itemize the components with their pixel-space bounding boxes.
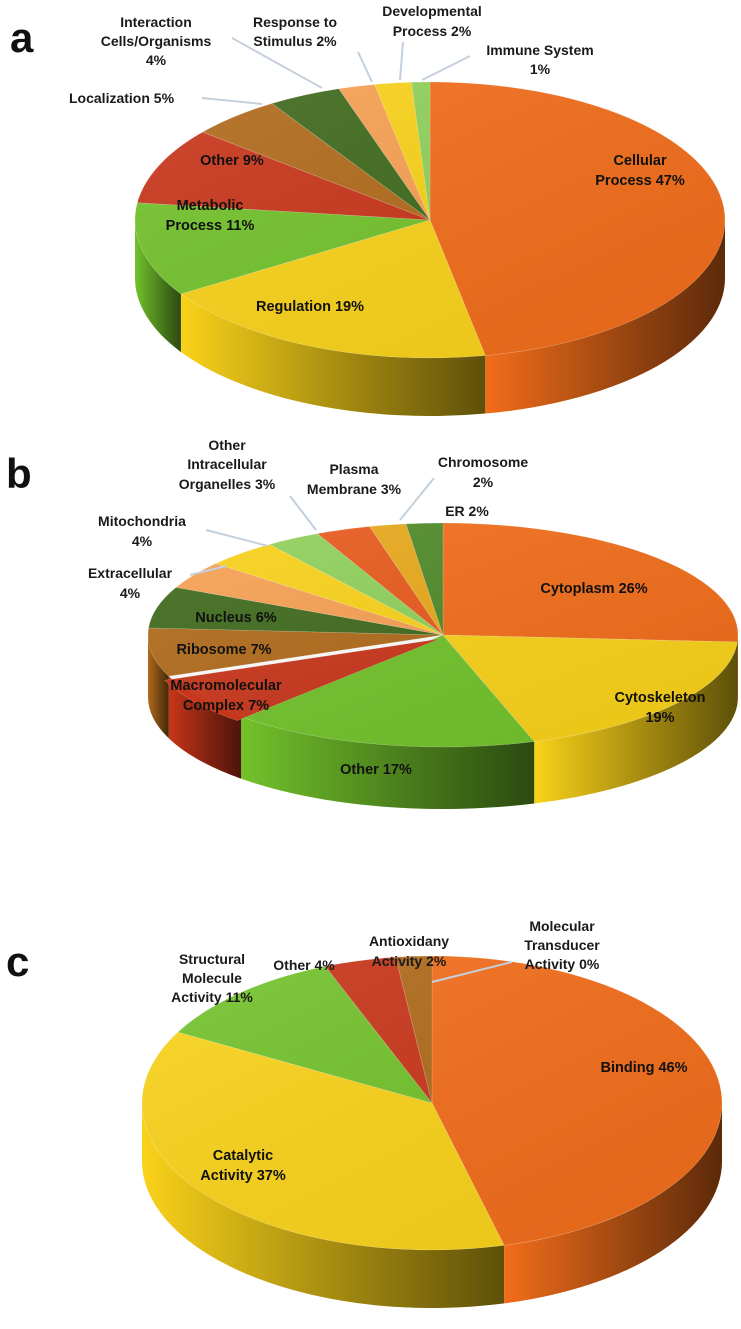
label-developmental-process: Developmental Process 2%: [382, 3, 482, 39]
label-chromosome: Chromosome 2%: [438, 454, 528, 490]
slice-label-line: Cellular: [613, 153, 667, 169]
label-catalytic-activity: Catalytic Activity 37%: [200, 1148, 286, 1184]
panel-letter-a: a: [10, 14, 34, 61]
slice-label-line: Transducer: [524, 937, 600, 953]
label-antioxidany-activity: Antioxidany Activity 2%: [369, 933, 449, 969]
slice-label-line: Process 2%: [393, 23, 472, 39]
pie-side-shade: [241, 716, 535, 809]
label-structural-molecule-activity: Structural Molecule Activity 11%: [171, 951, 253, 1005]
pie-top-sheen: [135, 82, 725, 358]
slice-label-line: Stimulus 2%: [253, 33, 337, 49]
pie-side-shade: [135, 220, 181, 352]
pie-side-shade: [737, 635, 738, 705]
pie-top-sheen: [142, 956, 722, 1250]
label-binding: Binding 46%: [600, 1060, 687, 1076]
leader-line: [431, 961, 513, 983]
label-other-intracellular-organelles: Other Intracellular Organelles 3%: [179, 437, 276, 492]
slice-label-line: Activity 2%: [372, 953, 447, 969]
panel-letter-c: c: [6, 938, 29, 985]
slice-label-line: Molecular: [529, 918, 595, 934]
label-other-17: Other 17%: [340, 762, 412, 778]
label-cytoskeleton: Cytoskeleton 19%: [614, 690, 705, 726]
leader-line: [399, 477, 435, 521]
slice-label-line: 2%: [473, 474, 494, 490]
label-mitochondria: Mitochondria 4%: [98, 513, 186, 549]
pie-side-shade: [168, 676, 242, 779]
slice-label-line: Activity 37%: [200, 1168, 286, 1184]
label-other-9: Other 9%: [200, 153, 264, 169]
slice-label-line: Intracellular: [187, 456, 267, 472]
slice-label-line: Plasma: [329, 461, 378, 477]
slice-label-line: Interaction: [120, 14, 192, 30]
label-cellular-process: Cellular Process 47%: [595, 153, 685, 189]
slice-label-line: 1%: [530, 61, 551, 77]
slice-label-line: Organelles 3%: [179, 476, 276, 492]
leader-line: [421, 55, 471, 81]
label-localization: Localization 5%: [69, 90, 175, 106]
slice-label-line: Macromolecular: [170, 678, 282, 694]
pie-side-shade: [485, 220, 725, 414]
label-plasma-membrane: Plasma Membrane 3%: [307, 461, 402, 497]
label-cytoplasm: Cytoplasm 26%: [540, 581, 647, 597]
label-macromolecular-complex: Macromolecular Complex 7%: [170, 678, 282, 714]
pie-side-wall: [142, 1103, 722, 1308]
leader-line: [189, 565, 227, 576]
slice-label-line: Other: [208, 437, 246, 453]
label-other-4: Other 4%: [273, 957, 335, 973]
slice-label-line: Developmental: [382, 3, 482, 19]
slice-label-line: Cytoskeleton: [614, 690, 705, 706]
label-interaction-cells: Interaction Cells/Organisms 4%: [101, 14, 212, 68]
pie-side-shade: [142, 1103, 505, 1308]
slice-label-line: Mitochondria: [98, 513, 186, 529]
label-immune-system: Immune System 1%: [486, 42, 593, 77]
slice-label-line: Chromosome: [438, 454, 528, 470]
slice-label-line: Structural: [179, 951, 245, 967]
slice-label-line: Immune System: [486, 42, 593, 58]
pie-side-shade: [148, 635, 169, 739]
pie-top-sheen: [148, 523, 738, 747]
leader-line: [289, 495, 317, 531]
slice-label-line: Cells/Organisms: [101, 33, 212, 49]
label-ribosome: Ribosome 7%: [176, 642, 271, 658]
pie-side-shade: [504, 1103, 722, 1304]
pie-side-shade: [534, 642, 738, 804]
label-molecular-transducer-activity: Molecular Transducer Activity 0%: [524, 918, 600, 972]
pie-chart-b: b Cytoplasm 26% Cytoskeleton 19% Other 1…: [6, 437, 739, 809]
slice-label-line: Process 11%: [166, 218, 255, 234]
slice-label-line: Activity 11%: [171, 989, 253, 1005]
label-response-to-stimulus: Response to Stimulus 2%: [253, 14, 337, 49]
pie-side-shade: [180, 293, 486, 416]
label-extracellular: Extracellular 4%: [88, 565, 173, 601]
leader-line: [231, 37, 323, 89]
slice-label-line: 4%: [146, 52, 167, 68]
slice-label-line: 4%: [120, 585, 141, 601]
slice-label-line: Process 47%: [595, 173, 685, 189]
leader-line: [399, 41, 404, 81]
leader-line: [201, 97, 263, 105]
pie-chart-a: a Cellular Process 47% Regulation 19% Me…: [10, 3, 726, 416]
label-regulation: Regulation 19%: [256, 299, 364, 315]
leader-line: [205, 529, 269, 547]
slice-label-line: Antioxidany: [369, 933, 449, 949]
slice-label-line: Activity 0%: [525, 956, 600, 972]
slice-label-line: 4%: [132, 533, 153, 549]
slice-label-line: Catalytic: [213, 1148, 273, 1164]
pie-chart-c: c Binding 46% Catalytic Activity 37% Str…: [6, 918, 723, 1308]
slice-label-line: Extracellular: [88, 565, 173, 581]
label-metabolic-process: Metabolic Process 11%: [166, 198, 255, 234]
slice-label-line: 19%: [645, 710, 674, 726]
pie-side-wall: [135, 220, 725, 416]
slice-label-line: Membrane 3%: [307, 481, 402, 497]
panel-letter-b: b: [6, 450, 32, 497]
slice-label-line: Molecule: [182, 970, 242, 986]
slice-label-line: Complex 7%: [183, 698, 269, 714]
pie-side-wall: [148, 635, 738, 809]
slice-label-line: Metabolic: [177, 198, 244, 214]
leader-line: [357, 51, 373, 83]
label-er: ER 2%: [445, 503, 489, 519]
slice-label-line: Response to: [253, 14, 337, 30]
label-nucleus: Nucleus 6%: [195, 610, 276, 626]
